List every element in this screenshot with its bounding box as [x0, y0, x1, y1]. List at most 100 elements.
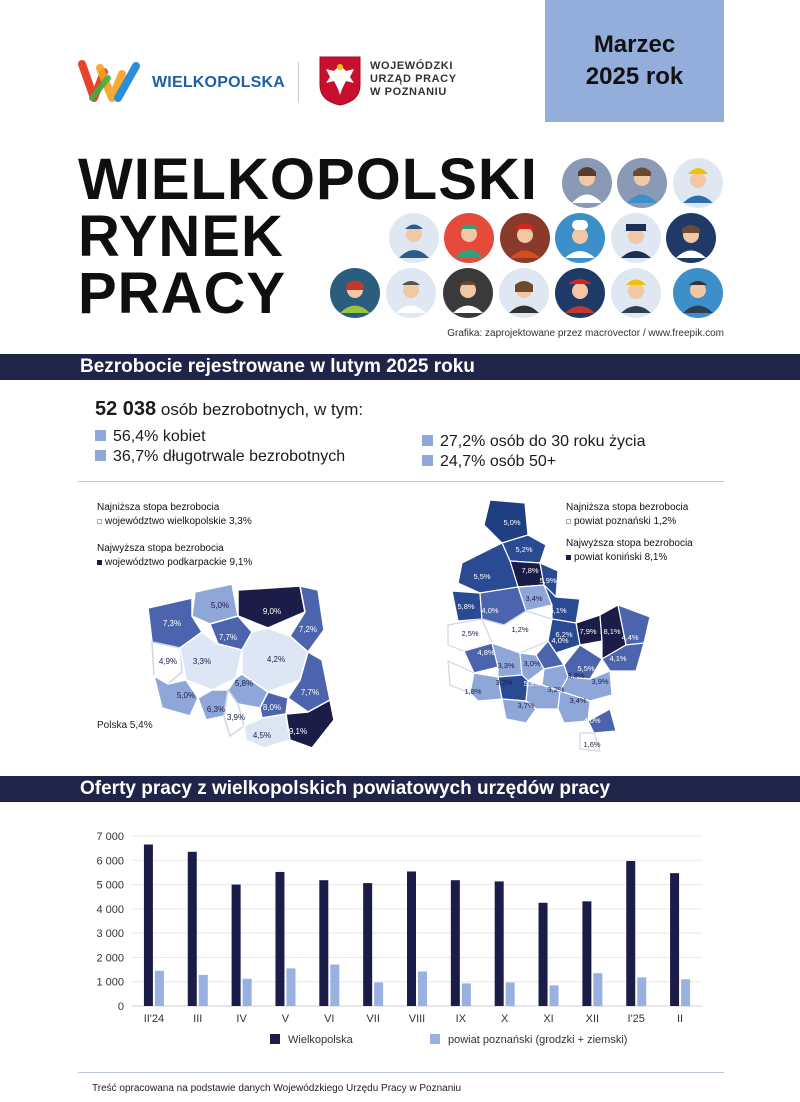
region-slaskie: [223, 688, 245, 738]
y-tick-label: 0: [118, 1001, 124, 1013]
label-leszczynski: 3,2%: [495, 678, 512, 687]
wlkp-lowest-value: powiat poznański 1,2%: [574, 516, 677, 527]
title-line-3: PRACY: [78, 261, 287, 326]
label-kaliski: 3,9%: [591, 677, 608, 686]
bar-powiat-poznanski: [681, 979, 691, 1006]
header: WIELKOPOLSKA WOJEWÓDZKI URZĄD PRACY W PO…: [0, 0, 800, 135]
unemployed-total-text: osób bezrobotnych, w tym:: [156, 400, 364, 419]
office-line-3: W POZNANIU: [370, 86, 447, 98]
y-tick-label: 6 000: [96, 855, 124, 867]
label-rawicki: 3,7%: [517, 701, 534, 710]
poland-lowest-value-row: województwo wielkopolskie 3,3%: [97, 516, 252, 527]
stat-bullet-longterm-text: 36,7% długotrwale bezrobotnych: [113, 448, 346, 465]
bar-powiat-poznanski: [374, 982, 384, 1006]
x-tick-label: II: [677, 1013, 683, 1025]
label-kepinski: 1,6%: [583, 740, 600, 749]
y-tick-label: 4 000: [96, 904, 124, 916]
avatar-builder-icon: [673, 158, 723, 208]
x-tick-label: VI: [324, 1013, 334, 1025]
bar-powiat-poznanski: [242, 978, 252, 1006]
label-wolsztynski: 1,8%: [464, 687, 481, 696]
label-pomorskie: 5,0%: [211, 601, 229, 610]
label-podkarpackie: 9,1%: [289, 727, 307, 736]
region-lubuskie: [151, 641, 183, 685]
poland-map: 5,0% 9,0% 7,3% 7,7% 7,2% 4,9% 3,3% 4,2% …: [147, 583, 335, 749]
avatar-cleaner-icon: [617, 158, 667, 208]
label-golubski: 5,9%: [539, 576, 556, 585]
bar-powiat-poznanski: [549, 985, 559, 1006]
county-turecki: [601, 642, 645, 672]
label-kolski: 4,4%: [621, 633, 638, 642]
x-tick-label: IV: [236, 1013, 247, 1025]
county-ostrzeszowski: [587, 708, 617, 734]
avatar-nurse-icon: [666, 213, 716, 263]
wlkp-highest-value: powiat koniński 8,1%: [574, 552, 668, 563]
bar-wielkopolska: [670, 873, 680, 1006]
title-line-2: RYNEK: [78, 204, 284, 269]
stat-bullet-longterm: 36,7% długotrwale bezrobotnych: [95, 448, 345, 466]
label-wagrowiecki: 7,8%: [521, 566, 538, 575]
bar-powiat-poznanski: [418, 971, 427, 1006]
section-heading-job-offers-text: Oferty pracy z wielkopolskich powiatowyc…: [80, 778, 611, 799]
bar-wielkopolska: [582, 901, 592, 1006]
stat-bullet-under30-text: 27,2% osób do 30 roku życia: [440, 433, 646, 450]
office-name: WOJEWÓDZKI URZĄD PRACY W POZNANIU: [370, 60, 457, 99]
y-tick-label: 3 000: [96, 928, 124, 940]
avatar-mechanic-icon: [389, 213, 439, 263]
label-dolnoslaskie: 5,0%: [177, 691, 195, 700]
label-sredzki: 4,0%: [551, 636, 568, 645]
avatar-baker-icon: [443, 268, 493, 318]
label-pilski: 5,0%: [503, 518, 520, 527]
section-heading-job-offers: Oferty pracy z wielkopolskich powiatowyc…: [0, 776, 800, 802]
label-pleszewski: 5,5%: [577, 664, 594, 673]
section-heading-unemployment: Bezrobocie rejestrowane w lutym 2025 rok…: [0, 354, 800, 380]
county-leszczynski: [469, 672, 503, 702]
x-tick-label: XII: [586, 1013, 599, 1025]
bar-wielkopolska: [363, 883, 373, 1006]
job-offers-chart: 0 1 000 2 000 3 000 4 000 5 000 6 000 7 000 II'2…: [96, 831, 702, 1046]
county-kepinski: [579, 732, 601, 752]
avatar-farmer-icon: [555, 268, 605, 318]
label-czarnkowsko-trzcianecki: 5,5%: [473, 572, 490, 581]
label-szamotulski: 4,0%: [481, 606, 498, 615]
wielkopolska-map: 5,0% 5,2% 7,8% 5,5% 5,9% 3,4% 5,8% 4,0% …: [447, 499, 651, 752]
label-wielkopolskie: 3,3%: [193, 657, 211, 666]
bullet-square-icon: [95, 450, 106, 461]
avatar-office-worker-icon: [673, 268, 723, 318]
bullet-square-icon: [422, 435, 433, 446]
stat-bullet-over50-text: 24,7% osób 50+: [440, 453, 557, 470]
eagle-crest-icon: [319, 56, 361, 106]
poland-highest-value: województwo podkarpackie 9,1%: [105, 557, 253, 568]
avatar-scientist-icon: [386, 268, 436, 318]
bar-powiat-poznanski: [286, 968, 296, 1006]
bar-powiat-poznanski: [505, 982, 515, 1006]
avatar-seller-icon: [330, 268, 380, 318]
label-malopolskie: 4,5%: [253, 731, 271, 740]
label-ostrowski: 3,4%: [569, 696, 586, 705]
logo-divider: [298, 62, 299, 102]
poland-lowest-title: Najniższa stopa bezrobocia: [97, 502, 220, 513]
x-tick-label: X: [501, 1013, 509, 1025]
poland-highest-title: Najwyższa stopa bezrobocia: [97, 543, 224, 554]
avatar-police-icon: [611, 213, 661, 263]
wielkopolska-logo-icon: [78, 60, 140, 102]
wlkp-lowest-value-row: powiat poznański 1,2%: [566, 516, 676, 527]
county-ostrowski: [557, 690, 591, 724]
stat-bullet-women-text: 56,4% kobiet: [113, 428, 206, 445]
label-grodziski: 4,8%: [477, 648, 494, 657]
label-swietokrzyskie: 8,0%: [263, 703, 281, 712]
label-poznanski: 1,2%: [511, 625, 528, 634]
label-warminsko-mazurskie: 9,0%: [263, 607, 281, 616]
stat-bullet-women: 56,4% kobiet: [95, 428, 206, 446]
poland-highest-value-row: województwo podkarpackie 9,1%: [97, 557, 252, 568]
bar-powiat-poznanski: [198, 974, 208, 1006]
label-krotoszynski: 3,2%: [547, 685, 564, 694]
y-tick-label: 1 000: [96, 977, 124, 989]
stat-bullet-over50: 24,7% osób 50+: [422, 453, 556, 471]
poland-lowest-value: województwo wielkopolskie 3,3%: [105, 516, 252, 527]
x-tick-label: IX: [456, 1013, 467, 1025]
legend-light-icon: [97, 519, 102, 524]
label-podlaskie: 7,2%: [299, 625, 317, 634]
label-slupecki: 7,9%: [579, 627, 596, 636]
label-sremski: 3,0%: [523, 659, 540, 668]
